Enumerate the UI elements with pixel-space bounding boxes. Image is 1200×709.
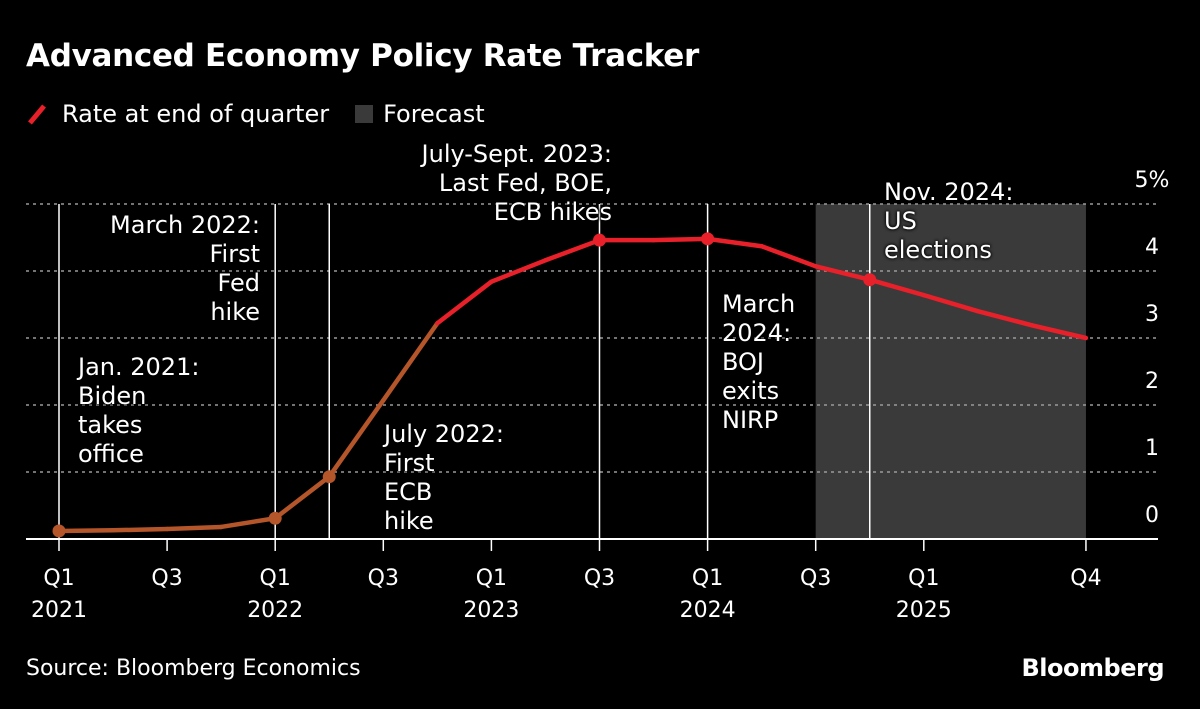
annotation-line: March	[722, 290, 796, 318]
series-segment	[381, 321, 440, 403]
x-tick-label: Q1	[260, 566, 291, 591]
annotation-line: takes	[78, 411, 143, 439]
series-segment	[218, 515, 278, 530]
series-segment	[921, 292, 981, 314]
x-tick-label: Q1	[692, 566, 723, 591]
y-tick-label: 4	[1145, 235, 1159, 260]
series-segment	[543, 237, 602, 263]
x-tick-label: Q3	[800, 566, 831, 591]
annotation-biden: Jan. 2021: Biden takes office	[78, 353, 199, 469]
annotation-line: First	[384, 449, 435, 477]
annotation-line: office	[78, 440, 144, 468]
annotation-line: NIRP	[722, 406, 779, 434]
annotation-fed-first-hike: March 2022: First Fed hike	[110, 211, 260, 327]
y-tick-label: 5%	[1135, 168, 1170, 193]
y-tick-label: 2	[1145, 369, 1159, 394]
annotation-line: elections	[884, 236, 992, 264]
series-segment	[705, 236, 764, 249]
series-segment	[813, 264, 872, 282]
annotation-line: hike	[210, 298, 260, 326]
series-segment	[975, 308, 1035, 328]
y-tick-label: 1	[1145, 436, 1159, 461]
data-point-marker	[268, 511, 282, 525]
series-segment	[489, 258, 548, 284]
x-tick-label: Q3	[368, 566, 399, 591]
annotation-line: July 2022:	[384, 420, 504, 448]
annotation-ecb-first-hike: July 2022: First ECB hike	[384, 420, 504, 536]
legend-forecast-swatch	[355, 105, 374, 123]
legend: Rate at end of quarter Forecast	[26, 100, 485, 128]
annotation-last-hikes: July-Sept. 2023: Last Fed, BOE, ECB hikes	[422, 140, 612, 227]
bloomberg-logo: Bloomberg	[1021, 654, 1165, 682]
x-tick-label: Q3	[584, 566, 615, 591]
annotation-line: BOJ	[722, 348, 765, 376]
annotation-boj-exit: March 2024: BOJ exits NIRP	[722, 290, 795, 435]
x-tick-year: 2022	[247, 598, 303, 623]
annotation-line: ECB	[384, 478, 433, 506]
annotation-line: Fed	[217, 269, 261, 297]
source-note: Source: Bloomberg Economics	[26, 656, 361, 681]
annotation-line: Jan. 2021:	[78, 353, 200, 381]
annotation-line: ECB hikes	[493, 198, 612, 226]
series-segment	[435, 279, 494, 326]
data-point-marker	[863, 273, 877, 287]
series-segment	[651, 236, 710, 243]
series-segment	[110, 526, 170, 533]
forecast-region	[815, 204, 1086, 539]
y-tick-label: 3	[1145, 302, 1159, 327]
x-tick-label: Q1	[908, 566, 939, 591]
series-segment	[164, 524, 224, 532]
data-point-marker	[52, 524, 66, 538]
data-point-marker	[701, 232, 715, 246]
legend-label-forecast: Forecast	[383, 100, 485, 128]
annotation-line: July-Sept. 2023:	[421, 140, 612, 168]
data-point-marker	[593, 233, 606, 247]
annotation-us-elections: Nov. 2024: US elections	[884, 178, 1013, 265]
data-point-marker	[322, 470, 336, 484]
series-segment	[327, 398, 386, 479]
x-tick-label: Q3	[151, 566, 182, 591]
series-segment	[56, 528, 116, 534]
x-tick-label: Q1	[476, 566, 507, 591]
x-tick-year: 2023	[463, 598, 519, 623]
annotation-line: March 2022:	[110, 211, 260, 239]
x-tick-year: 2025	[896, 598, 952, 623]
x-tick-label: Q4	[1070, 566, 1101, 591]
x-tick-label: Q1	[43, 566, 74, 591]
annotation-line: Biden	[78, 382, 147, 410]
series-segment	[1029, 323, 1089, 341]
chart-title: Advanced Economy Policy Rate Tracker	[26, 38, 699, 74]
annotation-line: US	[884, 207, 917, 235]
annotation-line: 2024:	[722, 319, 792, 347]
annotation-line: hike	[384, 507, 434, 535]
legend-label-rate: Rate at end of quarter	[62, 100, 330, 128]
series-segment	[759, 243, 818, 269]
series-segment	[867, 277, 927, 298]
annotation-line: exits	[722, 377, 780, 405]
y-tick-label: 0	[1145, 503, 1159, 528]
annotation-line: Last Fed, BOE,	[438, 169, 612, 197]
annotation-line: Nov. 2024:	[884, 178, 1014, 206]
x-tick-year: 2021	[31, 598, 87, 623]
series-segment	[272, 474, 332, 521]
annotation-line: First	[209, 240, 260, 268]
x-tick-year: 2024	[680, 598, 736, 623]
